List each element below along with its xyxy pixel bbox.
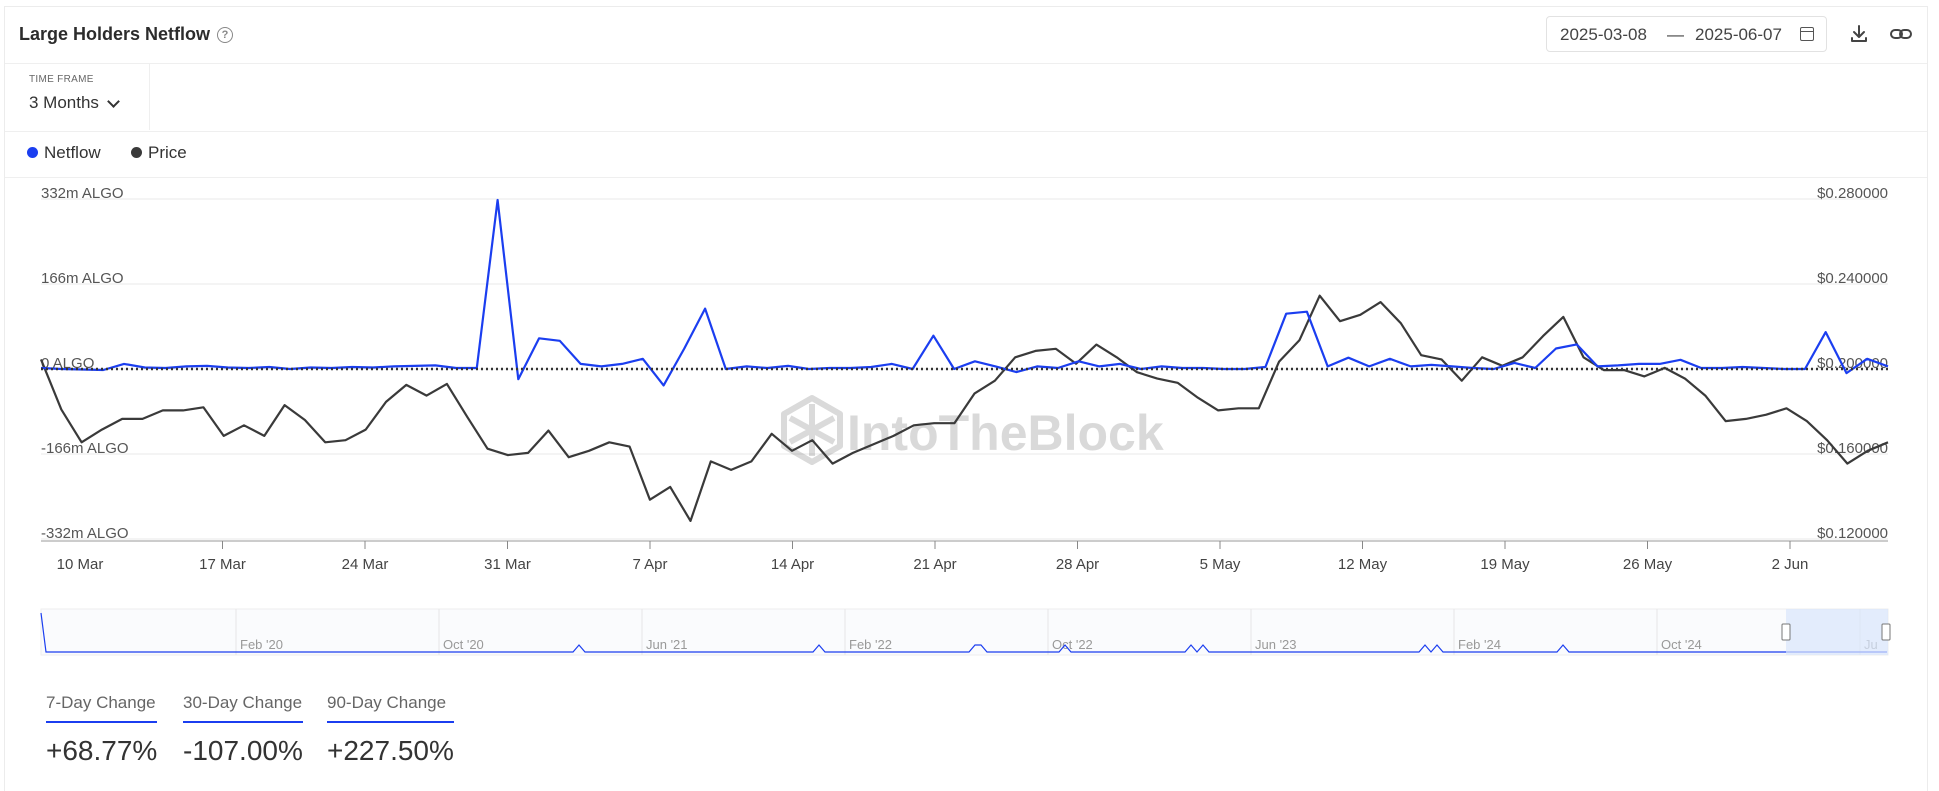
chart-header: Large Holders Netflow ? 2025-03-08 — 202… (5, 7, 1927, 64)
x-tick-label: 5 May (1200, 556, 1241, 573)
timeframe-value[interactable]: 3 Months (29, 93, 99, 112)
x-tick-label: 17 Mar (199, 556, 246, 573)
date-end: 2025-06-07 (1695, 25, 1782, 44)
x-tick-label: 12 May (1338, 556, 1388, 573)
legend-label: Netflow (44, 143, 101, 162)
legend-item-netflow[interactable]: Netflow (27, 143, 101, 163)
navigator-selection (1786, 609, 1888, 655)
y-left-tick-label: 332m ALGO (41, 185, 124, 202)
legend-label: Price (148, 143, 187, 162)
stat-label: 30-Day Change (183, 693, 303, 723)
x-tick-label: 21 Apr (913, 556, 956, 573)
navigator-track (40, 608, 1889, 656)
x-tick-label: 14 Apr (771, 556, 814, 573)
series-line-netflow (40, 198, 1889, 387)
watermark-text: IntoTheBlock (847, 405, 1164, 461)
stat-30-day[interactable]: 30-Day Change -107.00% (183, 693, 303, 767)
navigator-series (40, 612, 1887, 653)
chart-card: Large Holders Netflow ? 2025-03-08 — 202… (4, 6, 1928, 791)
timeframe-selector[interactable]: TIME FRAME 3 Months (5, 64, 150, 130)
navigator-tick-label: Feb '20 (240, 637, 283, 652)
navigator-handle-left[interactable] (1781, 623, 1791, 641)
stat-value: +68.77% (46, 735, 158, 766)
y-right-tick-label: $0.240000 (1817, 270, 1888, 287)
date-start: 2025-03-08 (1560, 25, 1647, 44)
navigator-tick-label: Oct '20 (443, 637, 484, 652)
navigator-tick-label: Feb '22 (849, 637, 892, 652)
x-tick-label: 19 May (1480, 556, 1530, 573)
navigator-tick-label: Oct '22 (1052, 637, 1093, 652)
timeframe-label: TIME FRAME (29, 74, 94, 85)
divider (5, 131, 1927, 132)
download-icon[interactable] (1848, 23, 1870, 45)
x-tick-label: 10 Mar (57, 556, 104, 573)
divider (5, 177, 1927, 178)
stat-value: +227.50% (327, 735, 454, 766)
navigator-tick-label: Jun '23 (1255, 637, 1297, 652)
x-tick-label: 2 Jun (1772, 556, 1809, 573)
date-range-picker[interactable]: 2025-03-08 — 2025-06-07 (1546, 16, 1827, 52)
y-left-tick-label: -332m ALGO (41, 525, 129, 542)
legend-dot (27, 147, 38, 158)
calendar-icon[interactable] (1800, 27, 1814, 41)
stat-90-day[interactable]: 90-Day Change +227.50% (327, 693, 454, 767)
legend-item-price[interactable]: Price (131, 143, 187, 163)
navigator-tick-label: Jun '21 (646, 637, 688, 652)
navigator-handle-right[interactable] (1881, 623, 1891, 641)
help-icon[interactable]: ? (217, 27, 233, 43)
x-tick-label: 31 Mar (484, 556, 531, 573)
series-line-price (39, 294, 1889, 523)
stat-label: 7-Day Change (46, 693, 158, 723)
y-right-tick-label: $0.160000 (1817, 440, 1888, 457)
stat-7-day[interactable]: 7-Day Change +68.77% (46, 693, 158, 767)
navigator-tick-label: Feb '24 (1458, 637, 1501, 652)
y-right-tick-label: $0.280000 (1817, 185, 1888, 202)
date-separator: — (1667, 25, 1684, 44)
x-tick-label: 26 May (1623, 556, 1673, 573)
chart-title: Large Holders Netflow (19, 24, 211, 44)
x-tick-label: 7 Apr (632, 556, 667, 573)
navigator-tick-label: Oct '24 (1661, 637, 1702, 652)
stat-label: 90-Day Change (327, 693, 454, 723)
y-left-tick-label: -166m ALGO (41, 440, 129, 457)
stat-value: -107.00% (183, 735, 303, 766)
y-left-tick-label: 166m ALGO (41, 270, 124, 287)
link-icon[interactable] (1889, 23, 1913, 45)
x-tick-label: 28 Apr (1056, 556, 1099, 573)
y-right-tick-label: $0.120000 (1817, 525, 1888, 542)
watermark-logo-icon (781, 395, 843, 465)
x-tick-label: 24 Mar (342, 556, 389, 573)
legend-dot (131, 147, 142, 158)
